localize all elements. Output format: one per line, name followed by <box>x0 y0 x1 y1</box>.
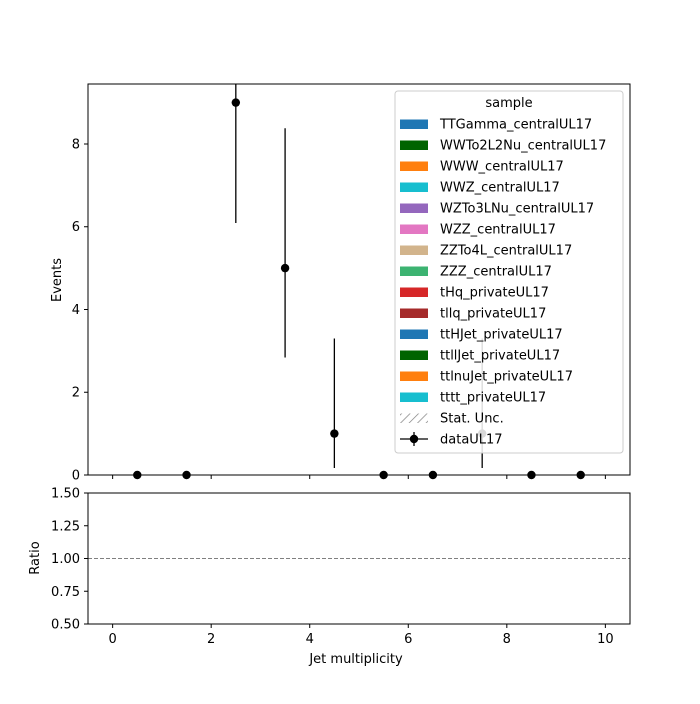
legend-swatch <box>400 266 428 276</box>
data-point-marker <box>330 429 339 438</box>
ratio-y-tick-label: 1.50 <box>51 487 80 502</box>
ratio-x-tick-label: 8 <box>503 632 511 647</box>
ratio-y-tick-label: 0.50 <box>51 618 80 633</box>
legend-entry: WZZ_centralUL17 <box>400 223 556 238</box>
legend-entry: WZTo3LNu_centralUL17 <box>400 202 594 217</box>
legend-swatch <box>400 140 428 150</box>
legend-swatch <box>400 371 428 381</box>
legend-label: ZZTo4L_centralUL17 <box>440 244 572 259</box>
legend-label: WZZ_centralUL17 <box>440 223 556 238</box>
legend-label: WZTo3LNu_centralUL17 <box>440 202 594 217</box>
legend-label: dataUL17 <box>440 433 503 448</box>
legend-entry: WWZ_centralUL17 <box>400 181 560 196</box>
main-y-tick-label: 4 <box>72 303 80 318</box>
ratio-x-tick-label: 10 <box>597 632 614 647</box>
legend-entries: TTGamma_centralUL17 WWTo2L2Nu_centralUL17… <box>400 118 606 448</box>
ratio-y-tick-label: 0.75 <box>51 585 80 600</box>
legend-label: ZZZ_centralUL17 <box>440 265 552 280</box>
data-point-marker <box>231 98 241 107</box>
legend-entry: Stat. Unc. <box>400 412 504 427</box>
ratio-x-ticks: 0 2 4 6 8 10 <box>108 624 614 647</box>
data-point <box>330 338 339 468</box>
ratio-x-tick-label: 6 <box>404 632 412 647</box>
legend-entry: WWTo2L2Nu_centralUL17 <box>400 139 606 154</box>
legend-swatch <box>400 224 428 234</box>
main-plot-frame <box>87 83 631 476</box>
legend-title: sample <box>485 96 532 111</box>
legend-box <box>394 90 624 454</box>
legend-label: tHq_privateUL17 <box>440 286 549 301</box>
legend-swatch <box>400 245 428 255</box>
data-point-marker <box>280 263 290 273</box>
main-y-tick-label: 2 <box>72 386 80 401</box>
ratio-plot-panel: 0.50 0.75 1.00 1.25 1.50 0 2 4 6 8 10 Ratio Jet m… <box>28 487 631 667</box>
legend-label: tllq_privateUL17 <box>440 307 546 322</box>
legend-label: ttlnuJet_privateUL17 <box>440 370 573 385</box>
legend-entry: ttllJet_privateUL17 <box>400 349 560 364</box>
legend-entry: ttHJet_privateUL17 <box>400 328 563 343</box>
x-axis-label: Jet multiplicity <box>308 652 403 667</box>
legend-swatch <box>400 182 428 192</box>
legend-label: TTGamma_centralUL17 <box>439 118 592 133</box>
main-y-axis-label: Events <box>50 258 65 302</box>
legend-swatch <box>400 287 428 297</box>
legend-entry: tttt_privateUL17 <box>400 391 546 406</box>
legend-label: ttHJet_privateUL17 <box>440 328 563 343</box>
legend-entry: tHq_privateUL17 <box>400 286 549 301</box>
legend-label: WWW_centralUL17 <box>440 160 564 175</box>
legend-swatch <box>400 350 428 360</box>
legend-swatch <box>400 203 428 213</box>
legend-swatch <box>400 161 428 171</box>
ratio-y-tick-label: 1.00 <box>51 552 80 567</box>
ratio-y-tick-label: 1.25 <box>51 519 80 534</box>
main-y-tick-label: 6 <box>72 220 80 235</box>
main-x-ticks <box>112 475 606 479</box>
main-y-tick-label: 8 <box>72 137 80 152</box>
legend-label: WWZ_centralUL17 <box>440 181 560 196</box>
legend-swatch <box>400 392 428 402</box>
ratio-y-axis-label: Ratio <box>28 541 43 574</box>
legend-swatch <box>400 308 428 318</box>
legend-label: WWTo2L2Nu_centralUL17 <box>440 139 606 154</box>
main-y-tick-label: 0 <box>72 469 80 484</box>
legend-entry: WWW_centralUL17 <box>400 160 564 175</box>
legend-entry: tllq_privateUL17 <box>400 307 546 322</box>
ratio-plot-frame <box>87 492 631 625</box>
data-point <box>280 128 290 358</box>
legend: sample TTGamma_centralUL17 WWTo2L2Nu_cent… <box>394 90 624 454</box>
legend-entry: ZZZ_centralUL17 <box>400 265 552 280</box>
legend-swatch <box>400 329 428 339</box>
legend-entry: ttlnuJet_privateUL17 <box>400 370 573 385</box>
legend-entry: dataUL17 <box>400 432 503 448</box>
main-plot-panel: 0 2 4 6 8 Events sample TTGamma_centralUL17 W… <box>50 83 631 484</box>
ratio-x-tick-label: 0 <box>108 632 116 647</box>
legend-hatch-swatch <box>400 413 428 423</box>
legend-swatch <box>400 119 428 129</box>
legend-marker <box>409 434 419 444</box>
ratio-y-ticks: 0.50 0.75 1.00 1.25 1.50 <box>51 487 88 633</box>
legend-entry: TTGamma_centralUL17 <box>400 118 592 133</box>
ratio-x-tick-label: 4 <box>306 632 314 647</box>
legend-label: ttllJet_privateUL17 <box>440 349 560 364</box>
legend-label: Stat. Unc. <box>440 412 504 427</box>
data-point <box>231 84 241 224</box>
ratio-x-tick-label: 2 <box>207 632 215 647</box>
main-y-ticks: 0 2 4 6 8 <box>72 137 88 484</box>
legend-label: tttt_privateUL17 <box>440 391 546 406</box>
legend-entry: ZZTo4L_centralUL17 <box>400 244 572 259</box>
